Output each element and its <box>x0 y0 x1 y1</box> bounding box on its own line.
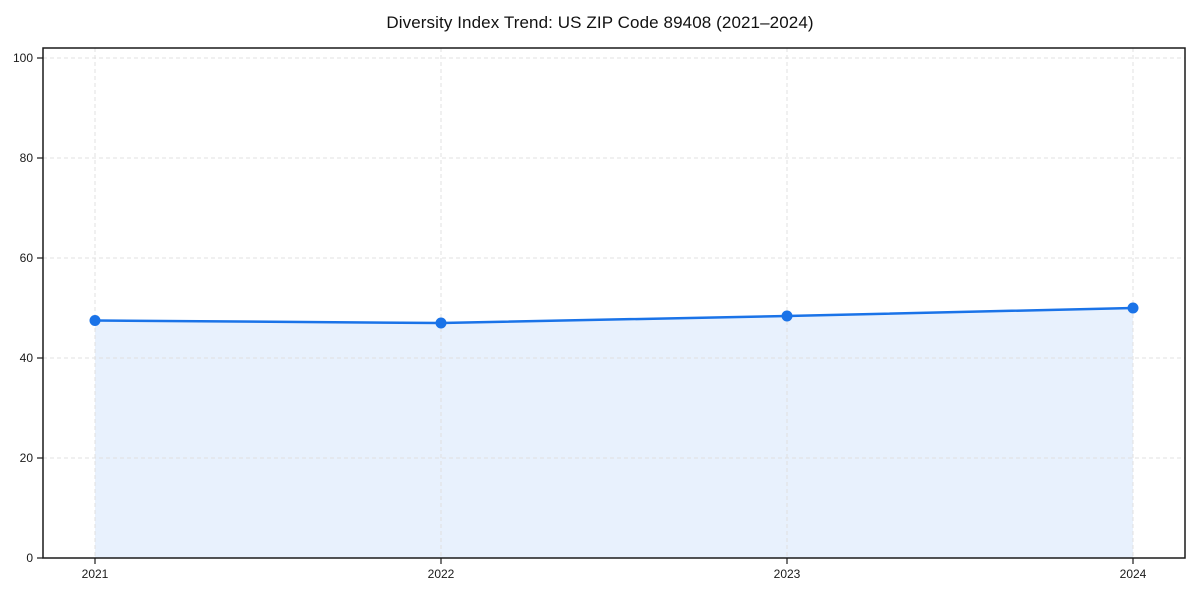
x-tick-label: 2024 <box>1120 567 1147 581</box>
trend-line <box>93 306 1135 325</box>
data-point-marker-2021 <box>89 315 101 326</box>
y-tick-label: 40 <box>20 351 34 365</box>
y-tick-label: 80 <box>20 151 34 165</box>
x-tick-label: 2021 <box>82 567 109 581</box>
data-point-marker-2022 <box>435 317 447 329</box>
chart-title: Diversity Index Trend: US ZIP Code 89408… <box>386 13 814 32</box>
data-point-marker-2024 <box>1127 302 1139 314</box>
data-point-marker-2023 <box>781 310 793 322</box>
area-fill <box>95 308 1133 558</box>
y-tick-label: 60 <box>20 251 34 265</box>
plot-border <box>42 47 1186 559</box>
y-tick-label: 100 <box>13 51 33 65</box>
x-tick-label: 2023 <box>774 567 801 581</box>
x-tick-label: 2022 <box>428 567 455 581</box>
y-tick-label: 20 <box>20 451 34 465</box>
y-tick-label: 0 <box>26 551 33 565</box>
